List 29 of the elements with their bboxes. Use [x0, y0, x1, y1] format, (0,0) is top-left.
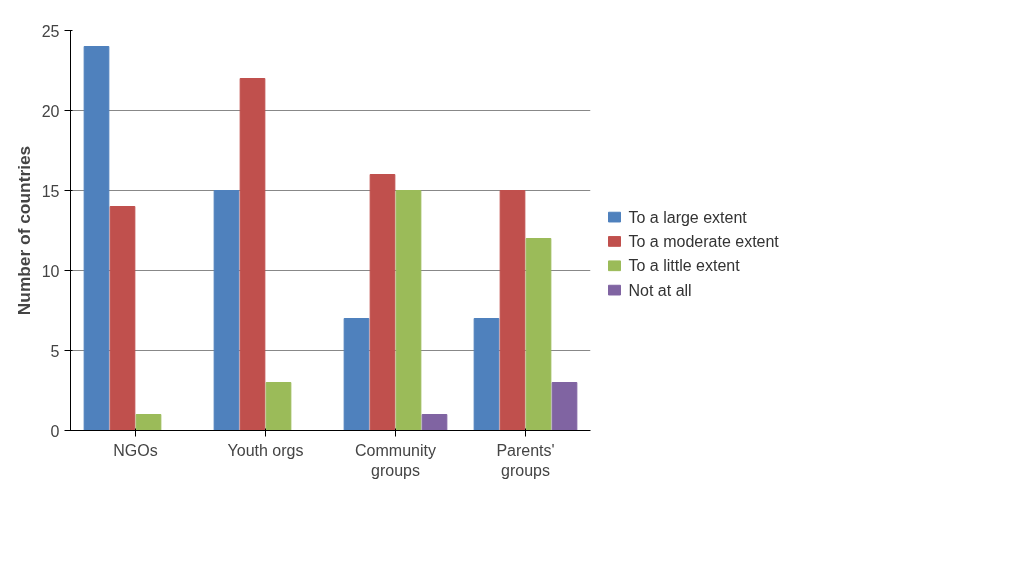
legend-label: Not at all — [628, 281, 692, 299]
y-tick-label: 5 — [50, 342, 60, 360]
x-tick-label: NGOs — [113, 441, 158, 459]
bar — [499, 190, 526, 431]
bar — [213, 190, 240, 431]
x-tick-label: Parents' groups — [496, 441, 555, 479]
bar — [369, 174, 396, 431]
bar — [135, 414, 162, 431]
legend-label: To a moderate extent — [628, 232, 780, 250]
legend-label: To a little extent — [628, 257, 741, 275]
y-axis-title: Number of countries — [13, 145, 34, 316]
bar — [551, 382, 578, 431]
bar — [83, 46, 110, 431]
x-tick-label: Community groups — [355, 441, 436, 479]
bar — [343, 318, 370, 431]
bar — [421, 414, 448, 431]
bar — [395, 190, 422, 431]
bar — [473, 318, 500, 431]
legend-label: To a large extent — [628, 208, 748, 226]
y-tick-label: 25 — [41, 22, 60, 40]
bar — [265, 382, 292, 431]
bar — [239, 78, 266, 431]
bar — [109, 206, 136, 431]
x-tick-label: Youth orgs — [227, 441, 304, 459]
y-tick-label: 0 — [50, 422, 60, 440]
y-tick-label: 20 — [41, 102, 60, 120]
y-tick-label: 15 — [41, 182, 60, 200]
y-tick-label: 10 — [41, 262, 60, 280]
bar — [525, 238, 552, 431]
